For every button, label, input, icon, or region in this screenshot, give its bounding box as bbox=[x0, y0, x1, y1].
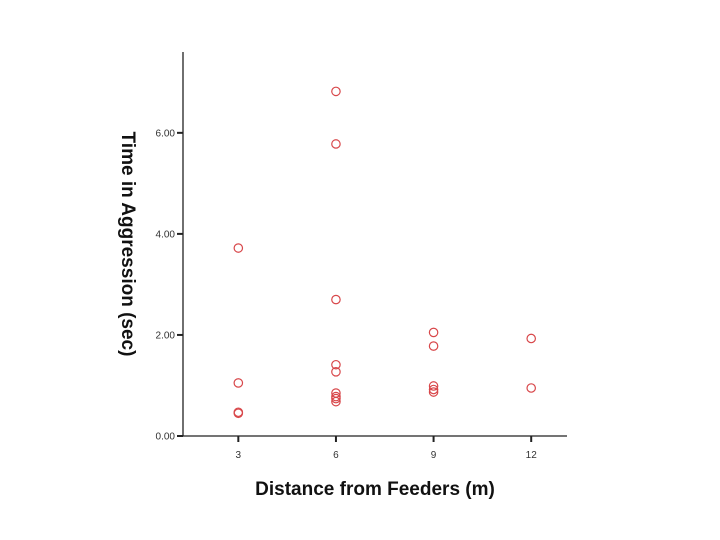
ticks: 0.00 2.00 4.00 6.00 3 6 9 12 bbox=[156, 128, 538, 461]
data-point bbox=[233, 243, 244, 253]
x-tick-label: 12 bbox=[526, 450, 538, 461]
data-point bbox=[331, 393, 341, 404]
data-point bbox=[331, 86, 341, 97]
data-point bbox=[331, 396, 341, 407]
data-point bbox=[428, 384, 439, 395]
data-points bbox=[233, 86, 537, 419]
y-tick-label: 4.00 bbox=[156, 229, 176, 240]
data-point bbox=[526, 383, 537, 393]
y-axis-title: Time in Aggression (sec) bbox=[117, 132, 138, 357]
data-point bbox=[428, 327, 439, 338]
data-point bbox=[428, 387, 439, 397]
data-point bbox=[331, 139, 341, 149]
y-tick-label: 6.00 bbox=[156, 128, 176, 139]
x-tick-label: 3 bbox=[236, 450, 242, 461]
data-point bbox=[331, 294, 341, 305]
y-tick-label: 0.00 bbox=[156, 432, 176, 443]
x-axis-title: Distance from Feeders (m) bbox=[255, 479, 495, 500]
data-point bbox=[331, 359, 341, 370]
data-point bbox=[428, 381, 439, 391]
axes bbox=[182, 52, 567, 437]
y-tick-label: 2.00 bbox=[156, 330, 176, 341]
data-point bbox=[526, 333, 537, 344]
x-tick-label: 6 bbox=[333, 450, 339, 461]
data-point bbox=[331, 367, 341, 377]
x-tick-label: 9 bbox=[431, 450, 437, 461]
data-point bbox=[233, 408, 244, 419]
data-point bbox=[428, 341, 439, 351]
data-point bbox=[233, 378, 244, 388]
